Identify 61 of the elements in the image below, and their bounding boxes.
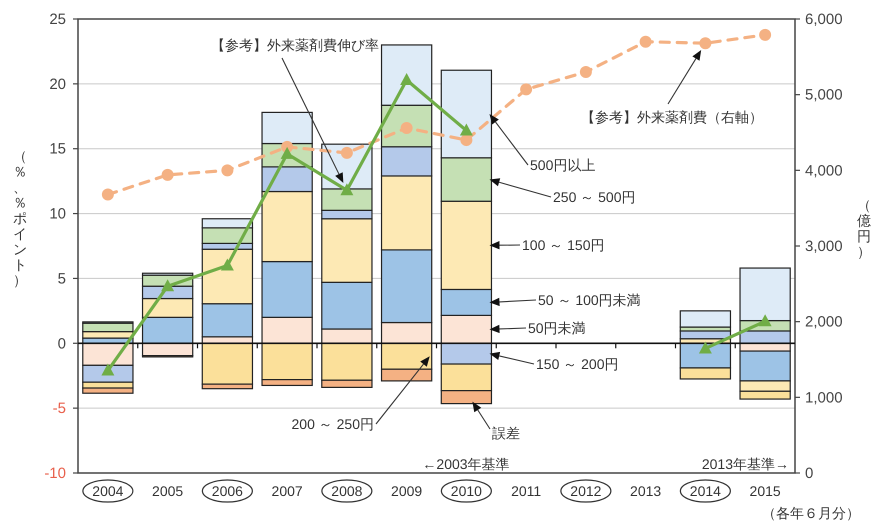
text: （％、％ポイント） — [13, 148, 27, 288]
annotation: ←2003年基準 — [422, 456, 510, 472]
point — [162, 168, 174, 181]
x-tick-label: 2011 — [511, 483, 542, 499]
point — [698, 341, 712, 354]
x-tick-label: 2012 — [570, 483, 602, 499]
point — [400, 72, 414, 85]
point — [580, 66, 592, 78]
point — [340, 183, 354, 196]
text: 【参考】外来薬剤費（右軸） — [581, 109, 763, 125]
y-tick-label: -10 — [44, 465, 66, 482]
text: 50 ～ 100円未満 — [538, 292, 641, 308]
annotation: 2013年基準→ — [702, 456, 789, 472]
y-tick-label: -5 — [52, 400, 66, 418]
point — [758, 314, 772, 326]
y-tick-label: 15 — [49, 140, 66, 158]
y2-tick-label: 0 — [805, 465, 814, 482]
y2-tick-label: 4,000 — [805, 162, 843, 180]
x-tick-label: 2009 — [391, 483, 422, 499]
y2-tick-label: 2,000 — [805, 314, 843, 331]
y2-tick-label: 5,000 — [805, 86, 843, 104]
y-tick-label: 25 — [49, 11, 66, 28]
x-tick-label: 2007 — [272, 483, 303, 499]
y2-tick-label: 1,000 — [805, 389, 843, 406]
point — [400, 122, 413, 134]
point — [221, 164, 234, 176]
point — [102, 188, 114, 201]
series-label: 誤差 — [492, 425, 520, 441]
point — [161, 279, 174, 292]
x-tick-label: 2014 — [690, 483, 722, 499]
point — [220, 258, 234, 270]
point — [460, 124, 473, 136]
y-tick-label: 20 — [49, 76, 66, 93]
point — [640, 36, 652, 48]
point — [759, 28, 772, 41]
point — [520, 83, 532, 96]
y-tick-label: 0 — [58, 335, 66, 352]
point — [699, 37, 712, 50]
x-tick-label: 2010 — [450, 483, 482, 499]
x-tick-label: 2015 — [750, 483, 781, 499]
y-tick-label: 5 — [58, 270, 66, 288]
text: （各年６月分） — [762, 505, 860, 521]
y2-tick-label: 3,000 — [805, 238, 843, 255]
text: 500円以上 — [530, 157, 596, 173]
x-tick-label: 2008 — [331, 483, 363, 499]
x-tick-label: 2005 — [152, 483, 184, 499]
y2-tick-label: 6,000 — [805, 11, 843, 28]
y-tick-label: 10 — [49, 206, 66, 223]
x-tick-label: 2006 — [212, 483, 244, 499]
x-tick-label: 2004 — [92, 483, 124, 499]
bar — [680, 310, 732, 328]
point — [340, 146, 353, 159]
text: 50円未満 — [528, 320, 586, 336]
text: 200 ～ 250円 — [292, 416, 374, 432]
text: 100 ～ 150円 — [522, 237, 604, 253]
text: 【参考】外来薬剤費伸び率 — [211, 37, 379, 53]
y2-axis-title: （億円） — [857, 196, 871, 260]
text: 250 ～ 500円 — [553, 189, 636, 205]
x-tick-label: 2013 — [630, 483, 662, 499]
text: 150 ～ 200円 — [536, 356, 618, 372]
point — [460, 134, 472, 146]
